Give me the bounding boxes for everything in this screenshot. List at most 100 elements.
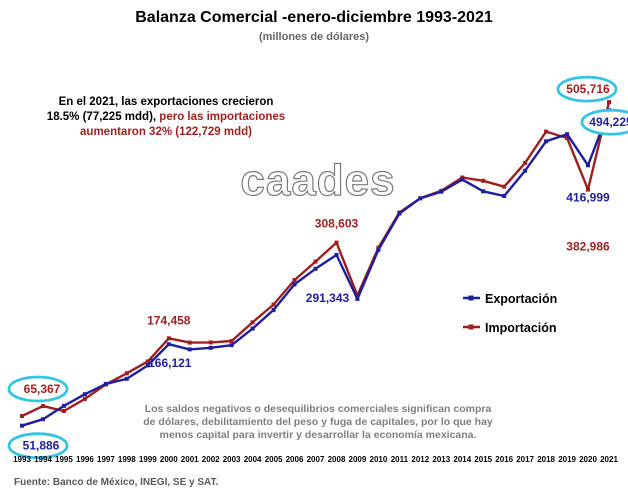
- x-tick-label-2004: 2004: [244, 455, 262, 464]
- annotation-line-1: En el 2021, las exportaciones crecieron: [59, 96, 274, 108]
- x-tick-label-1999: 1999: [139, 455, 157, 464]
- highlight-layer: [7, 75, 628, 460]
- data-label-importacion-1993: 65,367: [24, 382, 61, 396]
- data-point-exportacion-2020: [586, 163, 590, 168]
- data-point-exportacion-2019: [565, 132, 570, 137]
- data-point-exportacion-2011: [397, 211, 402, 216]
- legend-label-importacion: Importación: [485, 321, 557, 335]
- legend-marker-importacion: [468, 324, 474, 330]
- x-tick-label-2001: 2001: [181, 455, 199, 464]
- data-point-exportacion-2016: [502, 194, 507, 198]
- legend-item-exportacion: Exportación: [463, 292, 557, 306]
- x-tick-label-1995: 1995: [55, 455, 73, 464]
- annotation-line-2: 18.5% (77,225 mdd), pero las importacion…: [47, 111, 285, 123]
- data-label-exportacion-2000: 166,121: [148, 356, 192, 370]
- chart-subtitle: (millones de dólares): [259, 31, 369, 43]
- data-label-importacion-2008: 308,603: [315, 217, 359, 231]
- data-point-importacion-2006: [292, 278, 297, 283]
- data-point-importacion-1999: [145, 359, 150, 364]
- x-tick-label-2007: 2007: [307, 455, 325, 464]
- data-point-exportacion-1999: [145, 363, 150, 368]
- data-point-exportacion-2013: [439, 189, 444, 194]
- x-tick-label-2011: 2011: [391, 455, 409, 464]
- x-axis-ticks: 1993 1994 1995 1996 1997 1998 1999 2000 2001 2002…: [13, 455, 618, 464]
- x-tick-label-1998: 1998: [118, 455, 136, 464]
- x-tick-label-2006: 2006: [286, 455, 304, 464]
- data-point-exportacion-2007: [313, 266, 318, 271]
- data-point-exportacion-2000: [166, 342, 171, 347]
- annotation-line-2a: 18.5% (77,225 mdd),: [47, 111, 160, 123]
- data-point-importacion-2008: [334, 240, 339, 245]
- data-point-importacion-2020: [586, 187, 590, 192]
- series-layer: [20, 100, 611, 428]
- x-tick-label-2003: 2003: [223, 455, 241, 464]
- x-tick-label-2018: 2018: [537, 455, 555, 464]
- data-point-exportacion-1994: [41, 417, 45, 422]
- note-line-2: de dólares, debilitamiento del peso y fu…: [143, 416, 493, 428]
- data-point-importacion-1993: [20, 414, 24, 418]
- highlight-ring-2021-exportacion: [580, 108, 628, 136]
- legend: Exportación Importación: [463, 292, 557, 335]
- data-point-exportacion-1993: [20, 423, 24, 428]
- x-tick-label-2014: 2014: [453, 455, 471, 464]
- data-point-exportacion-1996: [82, 392, 87, 397]
- x-tick-label-2015: 2015: [474, 455, 492, 464]
- data-point-exportacion-2005: [271, 307, 276, 312]
- data-point-importacion-2004: [250, 320, 255, 325]
- highlight-ring-1993-importacion: [7, 375, 69, 403]
- data-point-importacion-2005: [271, 302, 276, 307]
- watermark: caades: [240, 156, 395, 205]
- x-tick-label-2010: 2010: [370, 455, 388, 464]
- x-tick-label-2016: 2016: [495, 455, 513, 464]
- source-note: Fuente: Banco de México, INEGI, SE y SAT…: [14, 477, 219, 488]
- x-tick-label-2019: 2019: [558, 455, 576, 464]
- data-point-exportacion-2015: [481, 189, 486, 194]
- x-tick-label-2013: 2013: [432, 455, 450, 464]
- data-point-exportacion-2012: [418, 196, 423, 201]
- data-label-importacion-2020: 382,986: [566, 240, 610, 254]
- x-tick-label-2012: 2012: [411, 455, 429, 464]
- note-line-3: menos capital para invertir y desarrolla…: [160, 429, 477, 441]
- highlight-ring-2021-importacion: [556, 75, 618, 103]
- x-tick-label-2000: 2000: [160, 455, 178, 464]
- data-point-importacion-2015: [481, 178, 486, 183]
- data-label-exportacion-2008: 291,343: [306, 291, 350, 305]
- data-point-importacion-2003: [229, 339, 234, 343]
- x-tick-label-1997: 1997: [97, 455, 115, 464]
- data-label-importacion-2021: 505,716: [566, 82, 610, 96]
- annotation-line-3: aumentaron 32% (122,729 mdd): [80, 126, 252, 138]
- data-point-importacion-2018: [544, 129, 549, 134]
- x-tick-label-1996: 1996: [76, 455, 94, 464]
- data-point-exportacion-2009: [355, 296, 360, 301]
- x-tick-label-2008: 2008: [328, 455, 346, 464]
- x-tick-label-2021: 2021: [600, 455, 618, 464]
- x-tick-label-2017: 2017: [516, 455, 534, 464]
- data-label-importacion-2000: 174,458: [147, 313, 191, 327]
- data-label-exportacion-1993: 51,886: [23, 439, 60, 453]
- legend-label-exportacion: Exportación: [485, 292, 557, 306]
- data-point-exportacion-2006: [292, 282, 297, 287]
- annotation-line-2b: pero las importaciones: [159, 111, 285, 123]
- data-point-importacion-2021: [607, 100, 611, 105]
- legend-marker-exportacion: [468, 295, 474, 301]
- x-tick-label-1994: 1994: [34, 455, 52, 464]
- data-point-importacion-1994: [41, 404, 45, 409]
- data-point-exportacion-2018: [544, 139, 549, 144]
- data-point-importacion-2009: [355, 293, 360, 298]
- chart-title: Balanza Comercial -enero-diciembre 1993-…: [135, 9, 493, 26]
- highlight-ring-1993-exportacion: [7, 432, 69, 460]
- data-point-importacion-2016: [502, 184, 507, 189]
- x-tick-label-2002: 2002: [202, 455, 220, 464]
- data-point-exportacion-1995: [61, 403, 66, 408]
- data-label-layer: 65,367 51,886 174,458 166,121 308,603 291,343…: [23, 82, 628, 453]
- x-tick-label-2009: 2009: [349, 455, 367, 464]
- annotation: En el 2021, las exportaciones crecieron …: [47, 96, 285, 138]
- data-point-importacion-1998: [124, 371, 129, 376]
- data-point-importacion-2001: [187, 340, 192, 345]
- data-point-importacion-2014: [460, 175, 465, 180]
- data-point-importacion-1996: [82, 396, 87, 401]
- data-point-importacion-1995: [61, 409, 66, 413]
- data-point-exportacion-2001: [187, 347, 192, 352]
- note-line-1: Los saldos negativos o desequilibrios co…: [145, 403, 492, 415]
- note: Los saldos negativos o desequilibrios co…: [143, 403, 493, 441]
